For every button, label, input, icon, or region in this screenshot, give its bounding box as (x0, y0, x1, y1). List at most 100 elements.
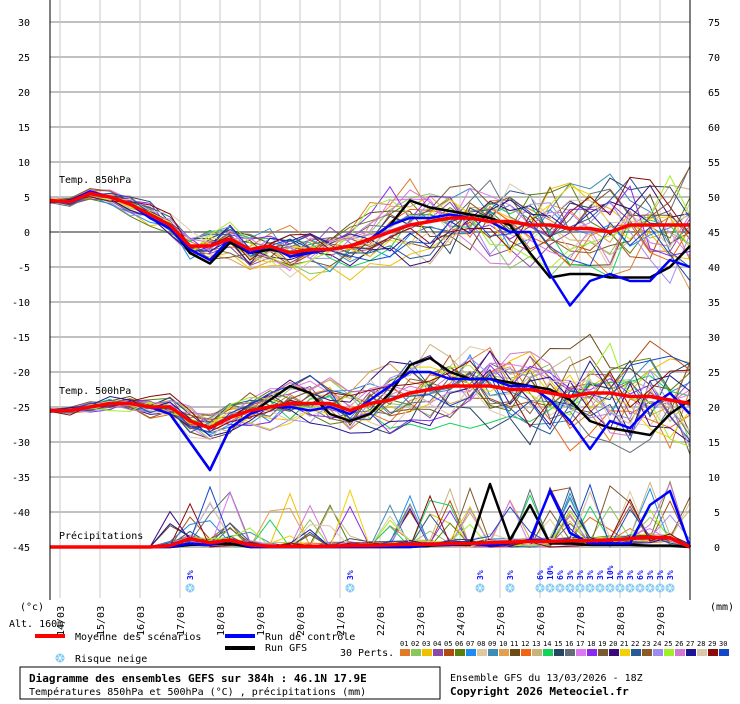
date-tick-label: 26/03 (536, 606, 547, 636)
pert-legend-swatch (609, 649, 619, 656)
date-tick-label: 24/03 (456, 606, 467, 636)
pert-legend-number: 24 (653, 640, 661, 648)
date-tick-label: 25/03 (496, 606, 507, 636)
date-tick-label: 17/03 (176, 606, 187, 636)
date-tick-label: 22/03 (376, 606, 387, 636)
main-series-lines (49, 190, 692, 549)
pert-legend-number: 29 (708, 640, 716, 648)
pert-legend-number: 19 (598, 640, 606, 648)
legend: Moyenne des scénarios Run de contrôle Ru… (35, 631, 729, 665)
pert-legend-number: 26 (675, 640, 683, 648)
right-tick-label: 75 (708, 18, 720, 29)
left-tick-label: 30 (18, 18, 30, 29)
pert-legend-number: 12 (521, 640, 529, 648)
pert-legend-swatch (400, 649, 410, 656)
panel-label-precip: Précipitations (59, 530, 143, 542)
perturbation-line-20 (49, 350, 691, 443)
left-tick-label: 10 (18, 158, 30, 169)
pert-legend-swatch (675, 649, 685, 656)
snowflake-icon (55, 653, 65, 663)
pert-legend-swatch (631, 649, 641, 656)
legend-gfs-label: Run GFS (265, 643, 307, 654)
series-control-t500 (50, 370, 691, 472)
pert-legend-number: 14 (543, 640, 551, 648)
left-tick-label: 5 (24, 193, 30, 204)
pert-legend-number: 22 (631, 640, 639, 648)
snow-risk-label: 3% (596, 570, 605, 580)
left-tick-label: -10 (12, 298, 30, 309)
snow-risk-label: 3% (666, 570, 675, 580)
snow-risk-label: 3% (346, 570, 355, 580)
legend-control-label: Run de contrôle (265, 631, 355, 643)
legend-mean-label: Moyenne des scénarios (75, 631, 201, 643)
legend-snow-label: Risque neige (75, 654, 147, 665)
pert-legend-swatch (499, 649, 509, 656)
pert-legend-number: 08 (477, 640, 485, 648)
legend-control-swatch (225, 634, 255, 638)
pert-legend-swatch (488, 649, 498, 656)
title-box (19, 666, 441, 700)
pert-legend-swatch (510, 649, 520, 656)
date-tick-label: 23/03 (416, 606, 427, 636)
pert-legend-swatch (411, 649, 421, 656)
series-mean-t500 (50, 384, 691, 430)
right-tick-label: 30 (708, 333, 720, 344)
right-tick-label: 70 (708, 53, 720, 64)
snow-risk-label: 3% (586, 570, 595, 580)
pert-legend-swatch (708, 649, 718, 656)
legend-mean-swatch (35, 634, 65, 638)
date-tick-label: 15/03 (96, 606, 107, 636)
snow-risk-label: 6% (536, 570, 545, 580)
legend-gfs-swatch (225, 646, 255, 650)
pert-legend-number: 30 (719, 640, 727, 648)
left-tick-label: -20 (12, 368, 30, 379)
right-unit: (mm) (710, 602, 734, 613)
right-tick-label: 65 (708, 88, 720, 99)
pert-legend-swatch (653, 649, 663, 656)
perturbation-line-28 (49, 378, 691, 440)
date-tick-label: 18/03 (216, 606, 227, 636)
snow-risk-label: 3% (626, 570, 635, 580)
snow-risk-label: 3% (186, 570, 195, 580)
date-tick-label: 14/03 (56, 606, 67, 636)
snow-risk-label: 3% (566, 570, 575, 580)
left-tick-label: -45 (12, 543, 30, 554)
left-tick-label: 25 (18, 53, 30, 64)
altitude-label: Alt. 160m (9, 619, 63, 630)
pert-legend-number: 02 (411, 640, 419, 648)
right-tick-label: 5 (714, 508, 720, 519)
pert-legend-swatch (620, 649, 630, 656)
pert-legend-number: 25 (664, 640, 672, 648)
date-tick-label: 19/03 (256, 606, 267, 636)
left-unit: (°c) (20, 602, 44, 613)
pert-legend-swatch (565, 649, 575, 656)
right-tick-label: 45 (708, 228, 720, 239)
right-tick-label: 50 (708, 193, 720, 204)
right-tick-label: 15 (708, 438, 720, 449)
snow-risk-label: 10% (606, 565, 615, 580)
snow-risk-label: 3% (506, 570, 515, 580)
pert-legend-swatch (554, 649, 564, 656)
chart-subtitle: Températures 850hPa et 500hPa (°C) , pré… (29, 686, 366, 698)
perturbation-line-25 (49, 174, 691, 269)
pert-legend-swatch (477, 649, 487, 656)
right-tick-label: 40 (708, 263, 720, 274)
left-tick-label: 0 (24, 228, 30, 239)
left-tick-label: 20 (18, 88, 30, 99)
pert-legend-number: 01 (400, 640, 408, 648)
pert-legend-number: 21 (620, 640, 628, 648)
perturbation-line-20 (49, 184, 691, 267)
perturbation-line-17 (49, 187, 691, 272)
date-tick-label: 16/03 (136, 606, 147, 636)
pert-legend-number: 07 (466, 640, 474, 648)
pert-legend-swatch (576, 649, 586, 656)
pert-legend-number: 15 (554, 640, 562, 648)
snow-risk-label: 3% (656, 570, 665, 580)
panel-label-t500: Temp. 500hPa (59, 386, 131, 397)
pert-legend-number: 28 (697, 640, 705, 648)
pert-legend-number: 03 (422, 640, 430, 648)
legend-perts-label: 30 Perts. (340, 648, 394, 659)
date-tick-label: 28/03 (616, 606, 627, 636)
